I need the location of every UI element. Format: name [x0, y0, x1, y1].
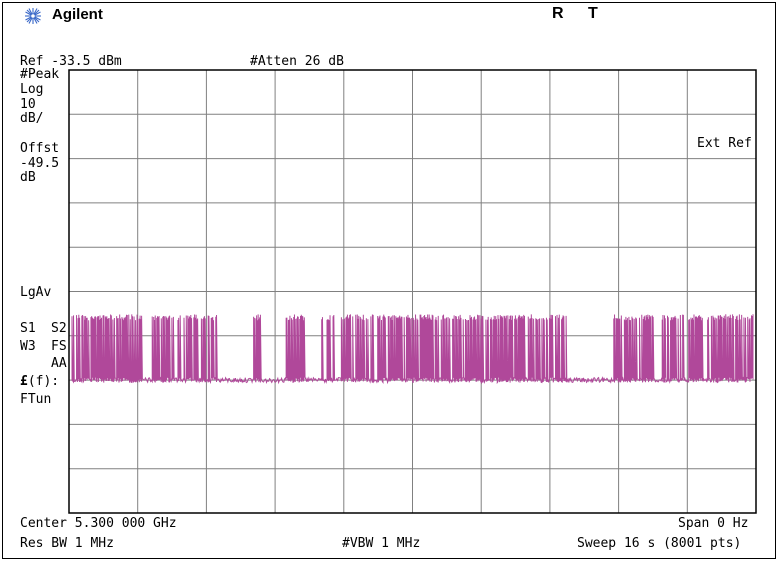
ftun-label: FTun: [20, 392, 52, 407]
status-indicator-r: R: [552, 5, 564, 22]
span: Span 0 Hz: [678, 516, 749, 531]
plot-border: [68, 69, 757, 514]
agilent-spark-logo: [25, 8, 41, 24]
trace-line: [71, 314, 754, 385]
s2-label: S2: [51, 321, 67, 336]
detector-label: #Peak: [20, 67, 60, 82]
reference-level: Ref -33.5 dBm: [20, 54, 122, 69]
status-indicator-t: T: [588, 5, 598, 22]
video-bandwidth: #VBW 1 MHz: [342, 536, 421, 551]
averaging-label: LgAv: [20, 285, 52, 300]
ext-ref-label: Ext Ref: [697, 136, 752, 151]
graticule: [69, 70, 756, 513]
fs-label: FS: [51, 339, 67, 354]
w3-label: W3: [20, 339, 36, 354]
aa-label: AA: [51, 356, 67, 371]
sweep-time: Sweep 16 s (8001 pts): [577, 536, 742, 551]
scale-unit-label: dB/: [20, 111, 44, 126]
scale-type-label: Log: [20, 82, 44, 97]
resolution-bandwidth: Res BW 1 MHz: [20, 536, 114, 551]
center-frequency: Center 5.300 000 GHz: [20, 516, 177, 531]
scale-value-label: 10: [20, 97, 36, 112]
offset-value: -49.5: [20, 156, 60, 171]
ff-text: (f):: [27, 374, 60, 389]
offset-unit: dB: [20, 170, 36, 185]
brand-name: Agilent: [52, 6, 103, 23]
s1-label: S1: [20, 321, 36, 336]
trace: [71, 314, 754, 385]
attenuation: #Atten 26 dB: [250, 54, 344, 69]
offset-label: Offst: [20, 141, 60, 156]
ff-label: £(f):: [20, 375, 59, 389]
ff-symbol: £: [20, 374, 28, 389]
